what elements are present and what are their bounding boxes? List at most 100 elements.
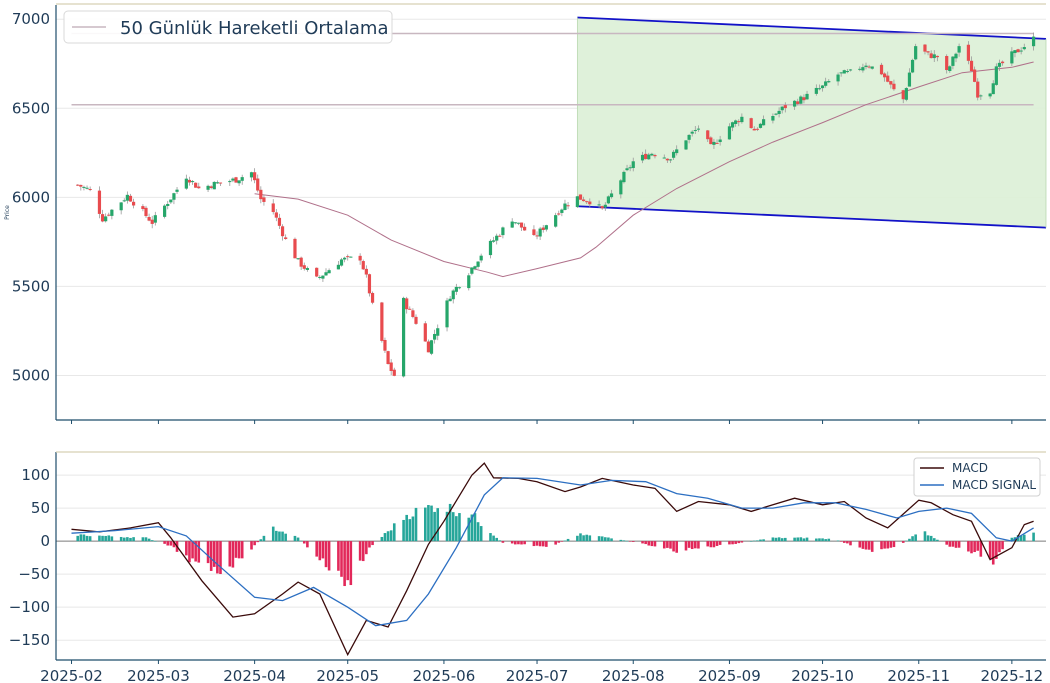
candle-body	[513, 222, 517, 224]
candle-body	[973, 69, 977, 82]
candle-body	[976, 81, 980, 98]
candle-body	[600, 206, 604, 209]
macd-histogram-bar	[495, 537, 498, 542]
macd-histogram-bar	[110, 536, 114, 542]
macd-histogram-bar	[777, 537, 781, 542]
candle-body	[892, 83, 896, 90]
candle-body	[954, 53, 958, 59]
macd-histogram-bar	[188, 541, 191, 563]
candle-body	[687, 134, 691, 140]
candle-body	[122, 200, 126, 202]
macd-histogram-bar	[988, 541, 992, 559]
macd-histogram-bar	[147, 538, 151, 542]
macd-histogram-bar	[799, 537, 803, 542]
macd-histogram-bar	[327, 541, 331, 571]
candle-body	[886, 75, 890, 82]
candle-body	[141, 206, 145, 210]
candle-body	[994, 66, 998, 85]
x-tick-label: 2025-04	[223, 667, 286, 683]
macd-histogram-bar	[337, 541, 340, 571]
macd-histogram-bar	[346, 541, 350, 581]
macd-histogram-bar	[672, 541, 675, 552]
macd-histogram-bar	[870, 541, 874, 552]
macd-histogram-bar	[905, 540, 908, 542]
macd-line	[71, 462, 1034, 657]
macd-histogram-bar	[1019, 535, 1023, 542]
price-panel: 5000 5500 6000 6500 7000 Price 50 Günlük Har…	[4, 3, 1047, 421]
x-tick-label: 2025-07	[506, 667, 569, 683]
candle-body	[538, 228, 542, 237]
macd-histogram-bar	[662, 541, 666, 549]
candle-body	[824, 81, 828, 86]
macd-histogram-bar	[976, 541, 980, 551]
macd-histogram-bar	[209, 541, 213, 571]
macd-y-tick-label: −150	[9, 631, 50, 649]
macd-histogram-bar	[365, 541, 368, 555]
macd-histogram-bar	[740, 541, 744, 543]
candle-body	[845, 71, 849, 73]
price-y-tick-label: 7000	[12, 10, 50, 28]
macd-histogram-bar	[756, 540, 759, 542]
macd-histogram-bar	[293, 535, 297, 542]
macd-histogram-bar	[172, 541, 176, 548]
candle-body	[926, 51, 930, 53]
macd-histogram-bar	[150, 540, 154, 542]
candle-body	[861, 67, 865, 71]
candle-body	[817, 88, 822, 90]
macd-histogram-bar	[492, 535, 495, 542]
candle-body	[218, 182, 223, 184]
macd-histogram-bar	[451, 512, 455, 542]
candle-body	[560, 209, 564, 213]
macd-histogram-bar	[383, 533, 387, 542]
price-y-tick-label: 6000	[12, 188, 50, 206]
macd-histogram-bar	[194, 541, 197, 562]
macd-histogram-bar	[610, 538, 613, 542]
candle-body	[858, 68, 862, 70]
macd-histogram-bar	[405, 514, 408, 542]
candle-body	[774, 113, 778, 115]
candle-body	[842, 70, 846, 74]
macd-histogram-bar	[998, 541, 1001, 553]
candle-body	[696, 128, 701, 130]
candle-body	[935, 55, 939, 58]
macd-histogram-bar	[271, 526, 275, 542]
macd-histogram-bar	[88, 536, 92, 542]
moving-average-line	[254, 61, 1034, 278]
macd-histogram-bar	[501, 541, 505, 543]
trend-channel	[576, 16, 1047, 229]
macd-histogram-bar	[386, 531, 390, 542]
candle-body	[761, 119, 766, 126]
macd-histogram-bar	[864, 541, 868, 550]
macd-histogram-bar	[545, 541, 548, 547]
candle-body	[343, 257, 347, 260]
macd-histogram-bar	[641, 541, 644, 544]
macd-histogram-bar	[216, 541, 219, 574]
macd-histogram-bar	[563, 540, 567, 542]
macd-histogram-bar	[849, 541, 852, 546]
macd-histogram-bar	[728, 541, 731, 545]
macd-histogram-bar	[995, 541, 998, 559]
candle-body	[581, 199, 586, 202]
macd-histogram-bar	[458, 513, 461, 542]
macd-histogram-bar	[954, 541, 958, 548]
candle-body	[209, 186, 213, 188]
macd-histogram-bar	[191, 541, 194, 559]
macd-histogram-bar	[858, 541, 862, 548]
candle-body	[318, 276, 322, 278]
macd-histogram-bar	[302, 541, 306, 544]
macd-histogram-bar	[842, 541, 846, 543]
macd-histogram-bar	[566, 538, 570, 542]
price-legend: 50 Günlük Hareketli Ortalama	[63, 10, 393, 44]
macd-histogram-bar	[154, 541, 157, 542]
price-y-tick-label: 5000	[12, 366, 50, 384]
macd-histogram-bar	[929, 535, 933, 542]
macd-histogram-bar	[970, 541, 973, 554]
macd-histogram-bar	[520, 541, 523, 545]
candle-body	[231, 178, 235, 181]
macd-histogram-bar	[880, 541, 883, 550]
x-tick-label: 2025-10	[791, 667, 854, 683]
candle-body	[1016, 49, 1020, 53]
candle-body	[256, 178, 260, 191]
macd-histogram-bar	[731, 541, 734, 545]
macd-histogram-bar	[824, 539, 827, 542]
